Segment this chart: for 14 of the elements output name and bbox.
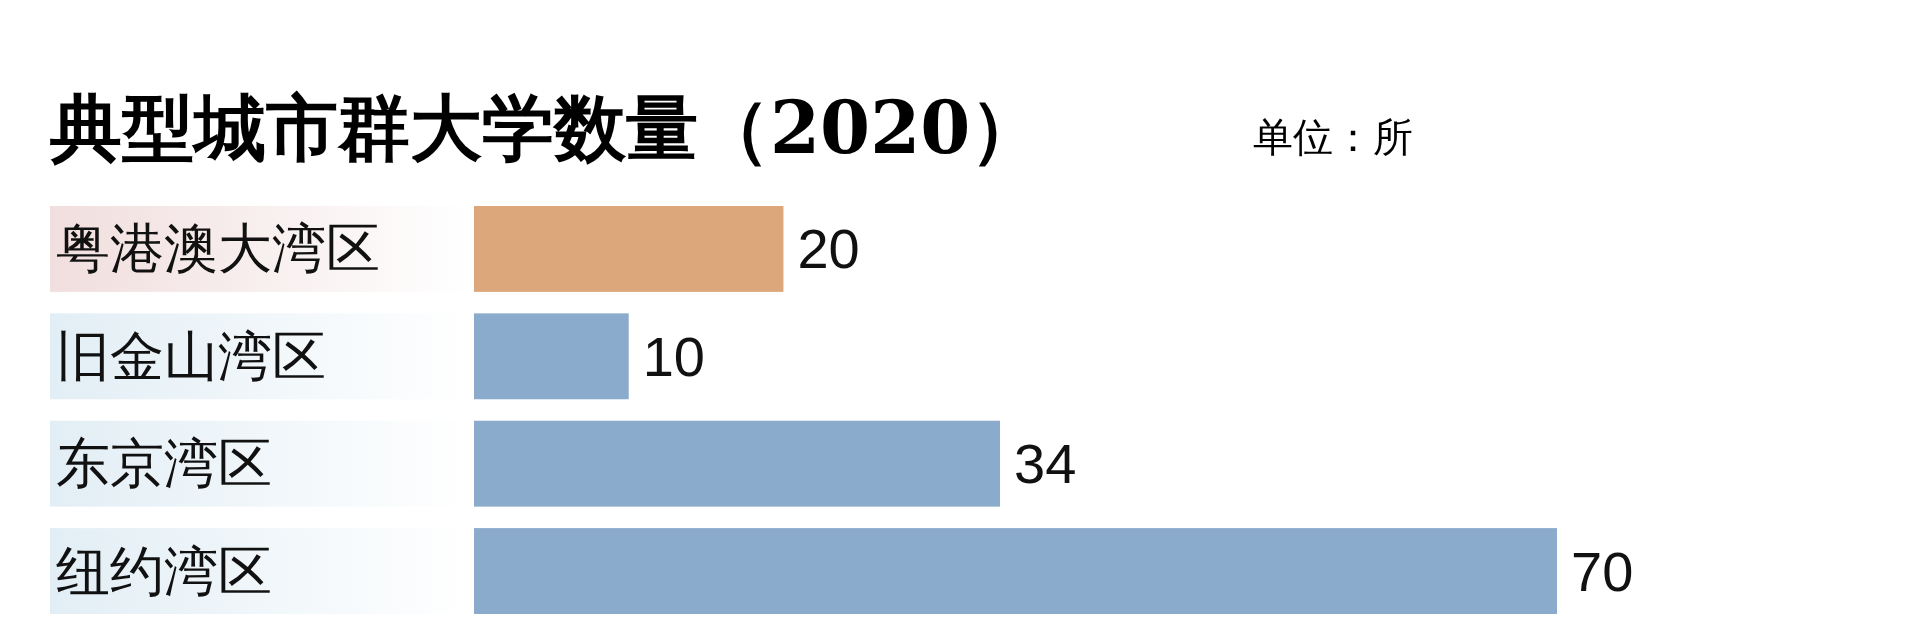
y-tick-label: 纽约湾区 [56,539,272,603]
data-label: 20 [797,217,860,281]
chart-title: 典型城市群大学数量（2020） [49,85,1043,170]
bar [474,206,784,292]
data-label: 10 [642,324,706,388]
data-label: 70 [1571,539,1634,603]
bar [474,420,1001,507]
bar [474,313,629,400]
bar [474,528,1557,614]
y-tick-label: 东京湾区 [56,432,272,496]
y-tick-label: 旧金山湾区 [56,324,326,388]
data-label: 34 [1014,432,1077,496]
y-tick-label: 粤港澳大湾区 [56,217,380,281]
chart-subtitle: 单位：所 [1253,114,1413,160]
